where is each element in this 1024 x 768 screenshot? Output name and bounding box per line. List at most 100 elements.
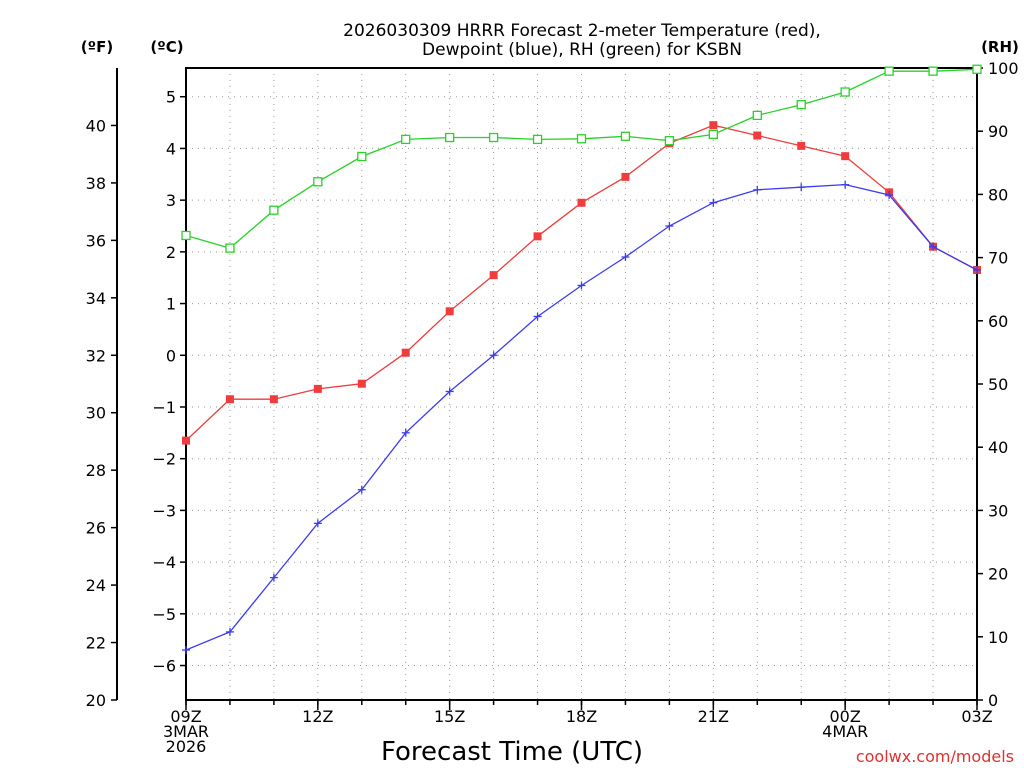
c-tick-label: 4 [166, 139, 176, 158]
c-tick-label: −6 [152, 657, 176, 676]
rh-tick-label: 50 [988, 375, 1008, 394]
temp-point [709, 121, 718, 130]
rh-tick-label: 70 [988, 249, 1008, 268]
c-tick-label: 0 [166, 346, 176, 365]
rh-tick-label: 30 [988, 501, 1008, 520]
temp-point [313, 384, 322, 393]
f-tick-label: 20 [86, 691, 106, 710]
f-tick-label: 38 [86, 174, 106, 193]
rh-point [664, 136, 675, 146]
rh-point [840, 87, 850, 97]
dew-point [401, 428, 410, 437]
c-tick-label: 5 [166, 88, 176, 107]
temp-point [533, 232, 542, 241]
credit-label: coolwx.com/models [856, 747, 1014, 766]
temp-point [797, 141, 806, 150]
rh-tick-label: 10 [988, 628, 1008, 647]
dew-point [533, 312, 542, 321]
temp-point [489, 271, 498, 280]
data-series [181, 64, 982, 655]
c-tick-label: −2 [152, 450, 176, 469]
temp-point [841, 152, 850, 161]
rh-point [445, 132, 455, 143]
x-tick-label: 09Z [170, 707, 201, 726]
dew-point [709, 198, 718, 207]
temp-point [577, 198, 586, 207]
x-tick-label: 21Z [698, 707, 729, 726]
dew-point [665, 222, 674, 230]
temp-point [401, 348, 410, 357]
x-tick-label: 2026 [166, 737, 207, 756]
axes-ticks: 2022242628303234363840−6−5−4−3−2−1012345… [86, 59, 1019, 756]
dew-point [577, 281, 586, 290]
temp-point [182, 436, 190, 445]
f-tick-label: 28 [86, 461, 106, 480]
rh-tick-label: 20 [988, 565, 1008, 584]
x-tick-label: 3MAR [163, 722, 209, 741]
rh-point [708, 129, 718, 140]
rh-point [357, 151, 367, 162]
c-tick-label: 1 [166, 295, 176, 314]
dew-point [753, 185, 762, 194]
c-tick-label: 2 [166, 243, 176, 262]
chart-title-line1: 2026030309 HRRR Forecast 2-meter Tempera… [343, 21, 821, 41]
rh-point [313, 177, 323, 187]
unit-fahrenheit-label: (ºF) [81, 38, 113, 56]
rh-point [972, 64, 982, 74]
dew-point [797, 183, 806, 192]
rh-point [620, 131, 631, 141]
dew-point [885, 190, 894, 199]
temp-point [621, 172, 630, 181]
unit-celsius-label: (ºC) [150, 38, 183, 56]
rh-point [225, 243, 235, 253]
dew-point [269, 573, 278, 582]
rh-point [401, 134, 411, 145]
dew-point [313, 519, 322, 528]
rh-tick-label: 0 [988, 691, 998, 710]
x-tick-label: 12Z [302, 707, 333, 726]
unit-rh-label: (RH) [981, 38, 1019, 56]
x-axis-label: Forecast Time (UTC) [381, 737, 643, 767]
x-tick-label: 4MAR [822, 722, 868, 741]
f-tick-label: 40 [86, 116, 106, 135]
dew-point [489, 351, 498, 360]
rh-point [181, 230, 191, 241]
f-tick-label: 34 [86, 289, 106, 308]
c-tick-label: −5 [152, 605, 176, 624]
f-tick-label: 30 [86, 404, 106, 423]
x-tick-label: 00Z [830, 707, 861, 726]
dew-point [841, 180, 850, 189]
dew-point [357, 485, 366, 494]
rh-point [532, 134, 543, 145]
rh-point [796, 100, 806, 110]
dew-point [225, 627, 234, 636]
f-tick-label: 24 [86, 576, 106, 595]
f-tick-label: 22 [86, 634, 106, 653]
rh-tick-label: 90 [988, 122, 1008, 141]
x-tick-label: 15Z [434, 707, 465, 726]
temp-point [357, 379, 366, 388]
temp-point [445, 307, 454, 316]
rh-point [488, 132, 499, 143]
dew-point [621, 253, 630, 262]
c-tick-label: −3 [152, 501, 176, 520]
c-tick-label: 3 [166, 191, 176, 210]
rh-point [884, 66, 894, 76]
grid-lines [186, 68, 977, 700]
dew-point [973, 265, 981, 274]
dew-point [445, 387, 454, 396]
rh-tick-label: 40 [988, 438, 1008, 457]
plot-frame [185, 67, 978, 701]
x-tick-label: 03Z [961, 707, 992, 726]
rh-tick-label: 80 [988, 185, 1008, 204]
rh-tick-label: 60 [988, 312, 1008, 331]
rh-point [576, 134, 587, 144]
dew-point [182, 646, 190, 655]
c-tick-label: −4 [152, 553, 176, 572]
series-dewpoint [182, 180, 981, 655]
temp-point [753, 131, 762, 140]
temp-point [269, 395, 278, 404]
x-tick-label: 18Z [566, 707, 597, 726]
c-tick-label: −1 [152, 398, 176, 417]
